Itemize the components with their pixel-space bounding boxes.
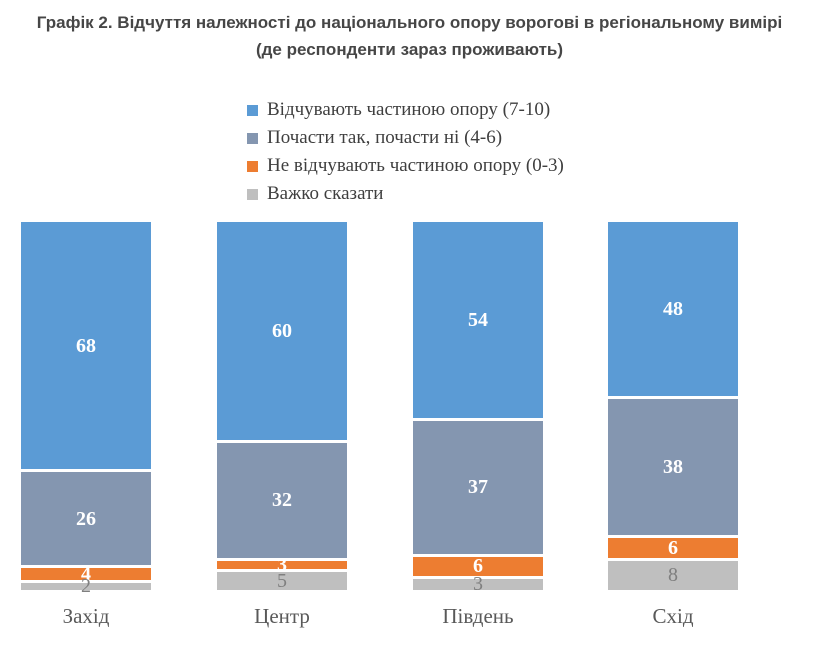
bar-segment: 6 [413,555,543,579]
legend-label: Не відчувають частиною опору (0-3) [267,155,564,176]
chart-title-line1: Графік 2. Відчуття належності до націона… [36,13,783,32]
bar-segment: 8 [608,560,738,590]
bar-column-Центр: 60 32 3 5 [217,222,347,592]
bar-segment-label: 6 [668,536,678,559]
bar-segment-label: 6 [473,555,483,578]
chart-title-line2: (де респонденти зараз проживають) [255,40,564,59]
bar-segment-label: 54 [468,308,488,331]
bar-segment-label: 60 [272,319,292,342]
legend-label: Почасти так, почасти ні (4-6) [267,127,503,148]
legend-label: Відчувають частиною опору (7-10) [267,99,551,120]
category-label: Південь [442,604,514,628]
legend: Відчувають частиною опору (7-10) Почасти… [247,96,564,208]
bar-segment: 4 [21,564,151,584]
bar-segment: 60 [217,222,347,443]
legend-item: Почасти так, почасти ні (4-6) [247,124,564,152]
bar-segment: 54 [413,222,543,421]
bar-segment-label: 48 [663,297,683,320]
bar-segment: 37 [413,420,543,557]
bar-segment-label: 5 [277,569,287,592]
bar-segment: 5 [217,569,347,592]
legend-item: Важко сказати [247,180,564,208]
bar-segment-label: 8 [668,564,678,587]
bar-segment: 48 [608,222,738,399]
bar-segment-label: 32 [272,489,292,512]
plot-area: 68 26 4 2 Захід 60 32 3 5 Центр 54 37 6 3 Південь 48 38 6… [0,222,819,628]
bar-segment: 38 [608,398,738,539]
bar-segment: 68 [21,222,151,473]
chart-title: Графік 2. Відчуття належності до націона… [0,9,819,63]
bar-segment: 26 [21,472,151,568]
bar-segment: 32 [217,442,347,561]
legend-item: Не відчувають частиною опору (0-3) [247,152,564,180]
bar-column-Схід: 48 38 6 8 [608,222,738,590]
bar-segment: 3 [413,574,543,594]
bar-segment: 6 [608,536,738,561]
legend-swatch [247,160,258,172]
bar-segment-label: 26 [76,507,96,530]
bar-segment: 2 [21,576,151,596]
category-label: Центр [254,604,310,628]
bar-segment-label: 68 [76,334,96,357]
category-label: Схід [652,604,694,628]
legend-swatch [247,188,258,200]
legend-swatch [247,132,258,144]
bar-segment-label: 37 [468,476,488,499]
bar-column-Південь: 54 37 6 3 [413,222,543,594]
bar-column-Захід: 68 26 4 2 [21,222,151,596]
legend-item: Відчувають частиною опору (7-10) [247,96,564,124]
bar-segment-label: 38 [663,456,683,479]
bar-segment: 3 [217,555,347,575]
legend-label: Важко сказати [267,183,384,204]
legend-swatch [247,104,258,116]
category-label: Захід [62,604,110,628]
